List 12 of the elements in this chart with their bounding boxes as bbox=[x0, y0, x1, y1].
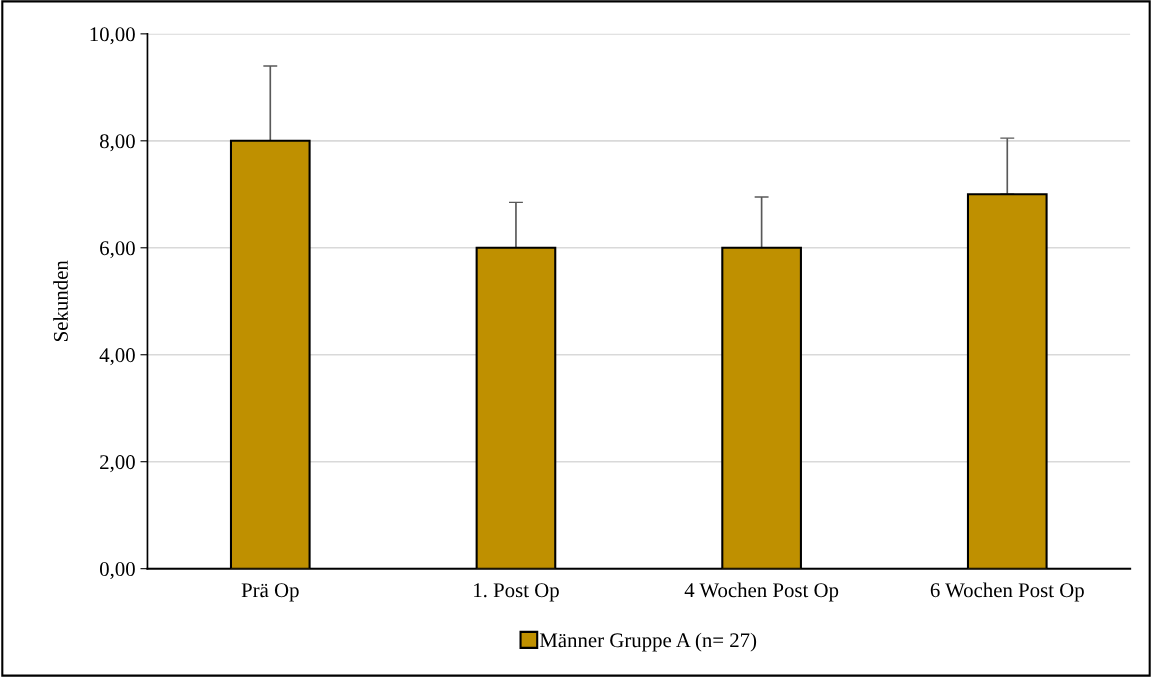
x-tick-label: Prä Op bbox=[241, 583, 299, 602]
y-tick-label: 2,00 bbox=[100, 455, 135, 473]
x-tick-label: 4 Wochen Post Op bbox=[684, 582, 839, 602]
legend-label: Männer Gruppe A (n= 27) bbox=[539, 632, 757, 652]
x-tick-label: 1. Post Op bbox=[474, 583, 559, 602]
x-tick-label: 6 Wochen Post Op bbox=[930, 582, 1084, 602]
y-tick-label: 0,00 bbox=[99, 562, 135, 580]
y-tick-label: 10,00 bbox=[90, 27, 135, 45]
y-axis-title: Sekunden bbox=[53, 260, 68, 341]
y-tick-label: 4,00 bbox=[99, 348, 135, 366]
y-tick-label: 8,00 bbox=[99, 134, 135, 152]
y-tick-label: 6,00 bbox=[100, 241, 135, 259]
